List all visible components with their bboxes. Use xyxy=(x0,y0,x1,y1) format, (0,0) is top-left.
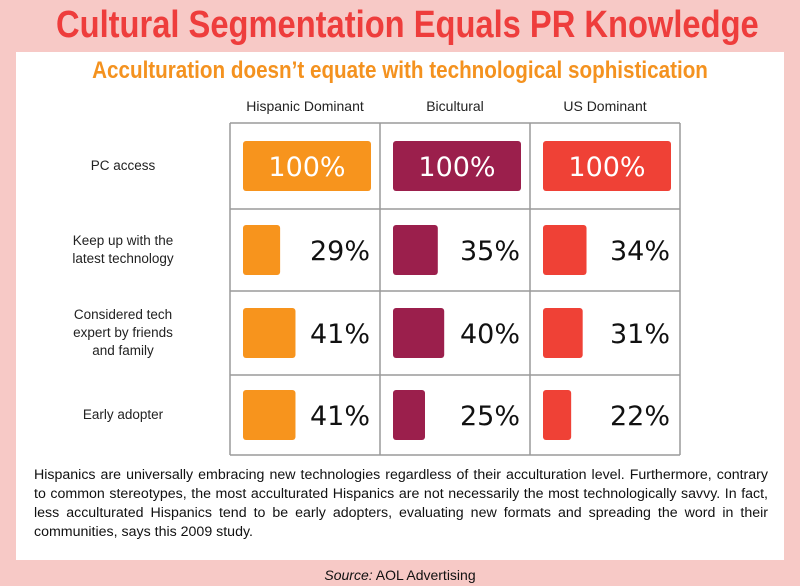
value-label: 100% xyxy=(268,152,345,183)
value-label: 40% xyxy=(460,319,520,350)
row-label-line: expert by friends xyxy=(73,325,173,340)
column-header-bicultural: Bicultural xyxy=(426,98,484,114)
column-header-us-dominant: US Dominant xyxy=(563,98,647,114)
value-label: 25% xyxy=(460,401,520,432)
bar-grid: 100% 29% 41% 41% 100% 35% 40% 25% 100% 34% 31% 22% xyxy=(229,122,681,456)
bar-us-dominant xyxy=(543,308,583,358)
value-label: 100% xyxy=(568,152,645,183)
source-label: Source: xyxy=(324,567,373,583)
bar-bicultural xyxy=(393,225,438,275)
row-label-line: Considered tech xyxy=(73,307,173,322)
chart-subtitle: Acculturation doesn’t equate with techno… xyxy=(92,57,708,84)
bar-hispanic-dominant xyxy=(243,141,371,191)
value-label: 100% xyxy=(418,152,495,183)
bar-us-dominant xyxy=(543,141,671,191)
row-label-keep-up: Keep up with the latest technology xyxy=(16,209,230,291)
body-paragraph: Hispanics are universally embracing new … xyxy=(34,467,768,540)
value-label: 41% xyxy=(310,319,370,350)
bar-hispanic-dominant xyxy=(243,308,296,358)
bar-hispanic-dominant xyxy=(243,390,296,440)
bar-hispanic-dominant xyxy=(243,225,281,275)
row-label-line: and family xyxy=(92,343,154,358)
row-label-early-adopter: Early adopter xyxy=(16,375,230,455)
bar-bicultural xyxy=(393,141,521,191)
source-line: Source: AOL Advertising xyxy=(0,565,800,585)
value-label: 41% xyxy=(310,401,370,432)
row-label-line: Keep up with the xyxy=(72,233,174,248)
bar-us-dominant xyxy=(543,225,587,275)
chart-panel: Acculturation doesn’t equate with techno… xyxy=(16,52,784,560)
bar-us-dominant xyxy=(543,390,572,440)
value-label: 34% xyxy=(610,236,670,267)
row-label-tech-expert: Considered tech expert by friends and fa… xyxy=(16,291,230,375)
row-label-pc-access: PC access xyxy=(16,123,230,209)
row-label-line: Early adopter xyxy=(82,407,164,422)
value-label: 35% xyxy=(460,236,520,267)
bar-bicultural xyxy=(393,308,445,358)
source-value: AOL Advertising xyxy=(375,567,476,583)
column-header-hispanic-dominant: Hispanic Dominant xyxy=(246,98,364,114)
page-title: Cultural Segmentation Equals PR Knowledg… xyxy=(56,4,759,46)
value-label: 29% xyxy=(310,236,370,267)
row-label-line: latest technology xyxy=(72,251,174,266)
value-label: 22% xyxy=(610,401,670,432)
bar-bicultural xyxy=(393,390,425,440)
row-label-line: PC access xyxy=(90,158,156,173)
value-label: 31% xyxy=(610,319,670,350)
